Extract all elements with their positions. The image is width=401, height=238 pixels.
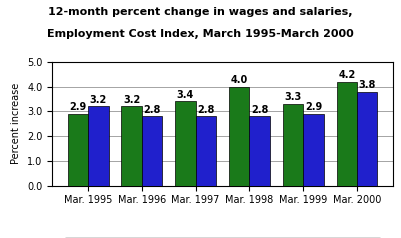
Bar xyxy=(68,114,88,186)
Text: 3.8: 3.8 xyxy=(358,80,376,90)
Bar xyxy=(283,104,303,186)
Text: 2.8: 2.8 xyxy=(144,105,161,115)
Text: 2.8: 2.8 xyxy=(251,105,268,115)
Text: 4.0: 4.0 xyxy=(231,75,248,85)
Text: 2.8: 2.8 xyxy=(197,105,215,115)
Bar xyxy=(303,114,324,186)
Bar xyxy=(88,106,109,186)
Bar xyxy=(122,106,142,186)
Bar xyxy=(142,116,162,186)
Bar xyxy=(175,101,196,186)
Bar xyxy=(229,87,249,186)
Bar xyxy=(249,116,270,186)
Bar xyxy=(196,116,216,186)
Text: 3.3: 3.3 xyxy=(284,93,302,103)
Bar xyxy=(357,92,377,186)
Bar xyxy=(336,82,357,186)
Text: 4.2: 4.2 xyxy=(338,70,355,80)
Text: Employment Cost Index, March 1995-March 2000: Employment Cost Index, March 1995-March … xyxy=(47,29,354,39)
Text: 3.4: 3.4 xyxy=(177,90,194,100)
Text: 2.9: 2.9 xyxy=(69,102,87,112)
Text: 12-month percent change in wages and salaries,: 12-month percent change in wages and sal… xyxy=(48,7,353,17)
Text: 3.2: 3.2 xyxy=(90,95,107,105)
Y-axis label: Percent increase: Percent increase xyxy=(12,83,22,164)
Text: 2.9: 2.9 xyxy=(305,102,322,112)
Text: 3.2: 3.2 xyxy=(123,95,140,105)
